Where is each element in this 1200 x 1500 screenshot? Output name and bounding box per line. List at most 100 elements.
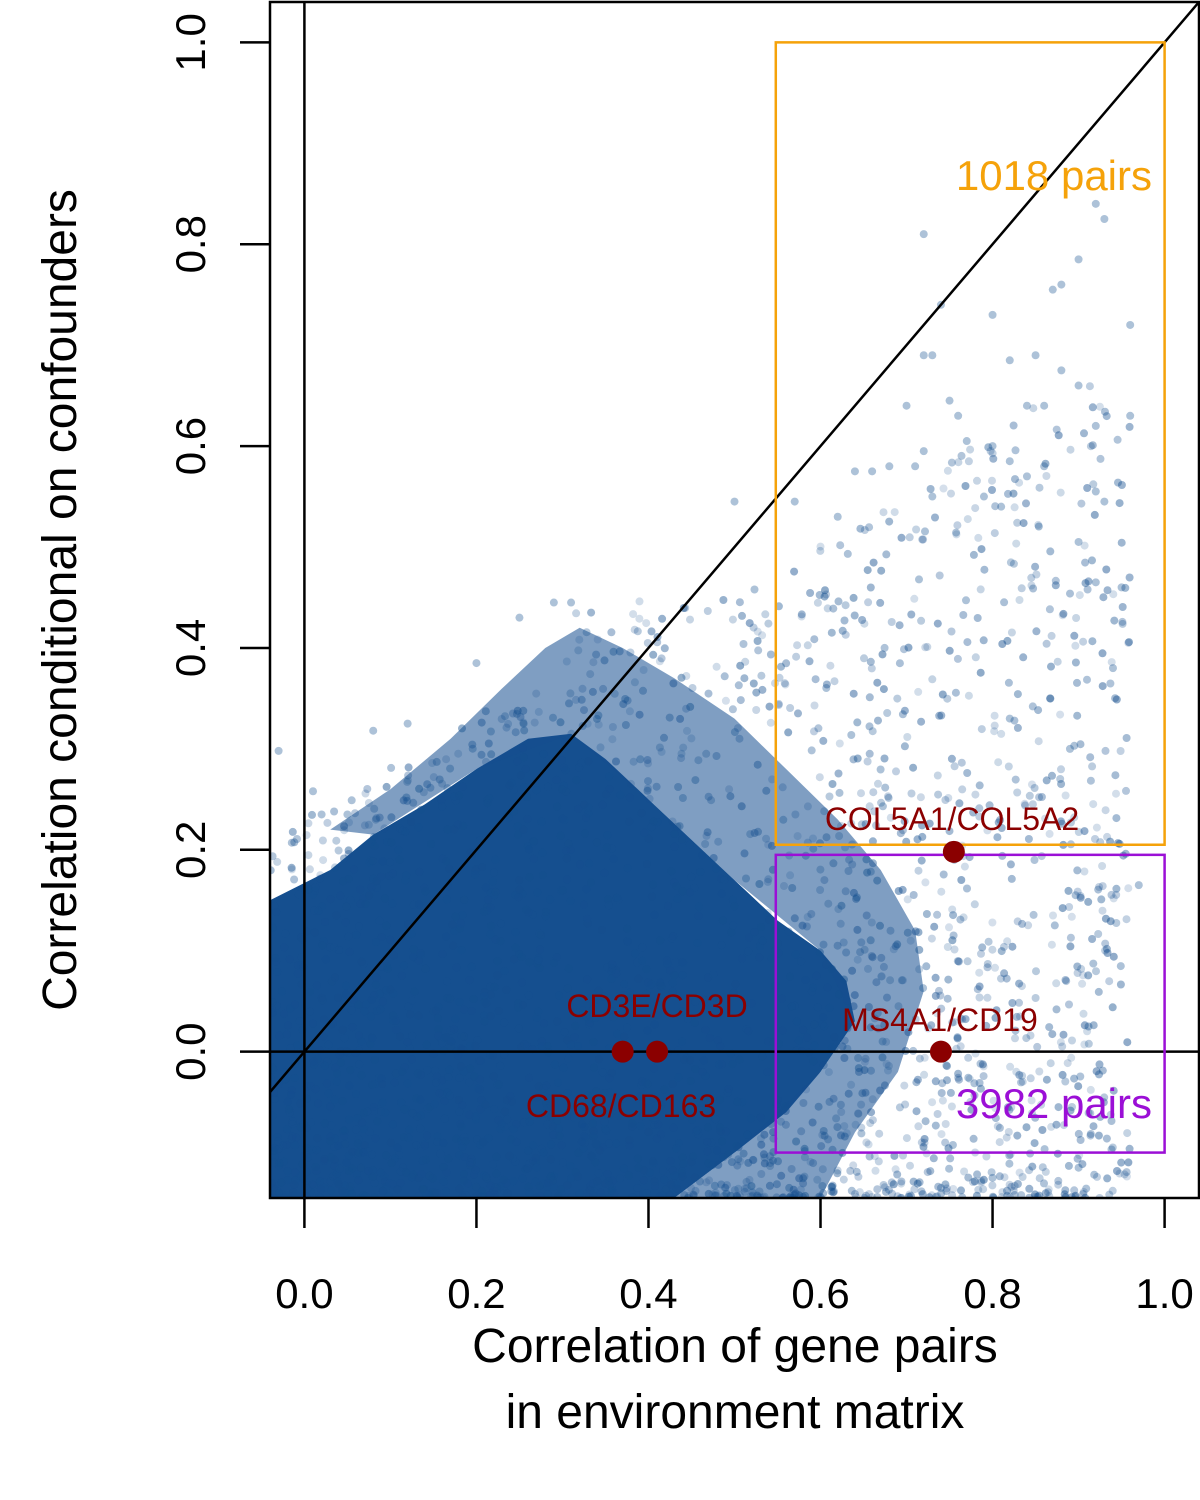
scatter-point (433, 1189, 441, 1198)
scatter-point (740, 1184, 749, 1193)
scatter-point (1086, 442, 1095, 451)
scatter-point (554, 1124, 563, 1133)
scatter-point (919, 1142, 928, 1151)
scatter-point (998, 1188, 1007, 1197)
scatter-point (979, 1072, 988, 1081)
scatter-point (1091, 487, 1100, 496)
scatter-point (1045, 605, 1054, 614)
scatter-point (1059, 1030, 1068, 1039)
scatter-point (1003, 636, 1012, 645)
scatter-point (854, 1054, 863, 1062)
scatter-point (390, 1078, 399, 1087)
scatter-point (753, 627, 762, 636)
scatter-point (808, 1118, 817, 1127)
scatter-point (417, 1143, 426, 1152)
scatter-point (1030, 856, 1039, 864)
scatter-point (369, 833, 378, 841)
scatter-point (403, 1079, 412, 1088)
scatter-point (291, 1000, 299, 1009)
scatter-point (988, 476, 996, 485)
scatter-point (698, 1068, 707, 1077)
scatter-point (1073, 711, 1082, 720)
scatter-point (909, 763, 918, 772)
scatter-point (737, 802, 746, 811)
scatter-point (941, 796, 950, 804)
scatter-point (455, 1151, 464, 1160)
scatter-point (800, 1153, 809, 1162)
scatter-point (288, 1191, 297, 1198)
scatter-point (728, 705, 737, 714)
scatter-point (385, 1179, 394, 1188)
scatter-point (853, 955, 862, 964)
scatter-point (511, 943, 520, 952)
scatter-point (340, 826, 349, 835)
scatter-point (1070, 1186, 1079, 1195)
scatter-point (480, 1017, 489, 1026)
scatter-point (580, 800, 589, 809)
scatter-point (1037, 1100, 1046, 1109)
scatter-point (675, 822, 684, 831)
scatter-point (813, 598, 822, 607)
scatter-point (889, 945, 898, 954)
scatter-point (937, 1089, 946, 1097)
scatter-point (633, 1154, 642, 1163)
scatter-point (369, 1107, 378, 1116)
scatter-point (988, 310, 997, 319)
scatter-point (384, 1192, 393, 1198)
scatter-point (537, 1037, 546, 1046)
scatter-point (903, 928, 912, 937)
scatter-point (316, 871, 325, 880)
scatter-point (856, 524, 865, 533)
scatter-point (686, 1077, 695, 1085)
scatter-point (873, 678, 882, 687)
scatter-point (707, 796, 716, 805)
scatter-point (757, 1140, 766, 1149)
scatter-point (863, 757, 872, 766)
scatter-point (1056, 488, 1065, 497)
scatter-point (666, 966, 675, 975)
scatter-point (975, 1079, 984, 1087)
scatter-point (546, 895, 555, 904)
scatter-point (952, 528, 961, 537)
scatter-point (1117, 583, 1126, 592)
scatter-point (854, 1109, 863, 1118)
scatter-point (493, 1183, 501, 1192)
scatter-point (1093, 1172, 1101, 1181)
scatter-point (294, 890, 303, 899)
scatter-point (375, 813, 384, 822)
scatter-point (805, 657, 814, 666)
scatter-point (745, 933, 753, 942)
scatter-point (1024, 835, 1033, 843)
scatter-point (293, 961, 302, 970)
scatter-point (534, 956, 543, 965)
scatter-point (688, 1115, 696, 1124)
scatter-point (1065, 903, 1074, 911)
scatter-point (891, 942, 900, 951)
scatter-point (593, 995, 602, 1004)
scatter-point (368, 1033, 377, 1042)
scatter-point (784, 927, 793, 936)
scatter-point (532, 1013, 541, 1022)
scatter-point (288, 827, 297, 836)
scatter-point (846, 1166, 855, 1175)
scatter-point (270, 1146, 278, 1155)
scatter-point (896, 829, 905, 838)
scatter-point (699, 1109, 708, 1118)
scatter-point (703, 1138, 712, 1146)
scatter-point (903, 733, 912, 741)
scatter-point (677, 673, 686, 682)
scatter-point (1066, 933, 1075, 942)
highlighted-pair-label: CD68/CD163 (526, 1088, 716, 1124)
scatter-point (929, 1154, 938, 1163)
scatter-point (920, 1053, 929, 1062)
scatter-point (543, 1182, 552, 1191)
scatter-point (563, 875, 572, 884)
scatter-point (1003, 1103, 1012, 1112)
scatter-point (270, 1065, 278, 1074)
scatter-point (456, 1120, 465, 1128)
scatter-point (389, 951, 398, 960)
scatter-point (626, 648, 635, 657)
scatter-point (758, 936, 767, 945)
scatter-point (609, 647, 618, 656)
scatter-point (1041, 459, 1050, 468)
